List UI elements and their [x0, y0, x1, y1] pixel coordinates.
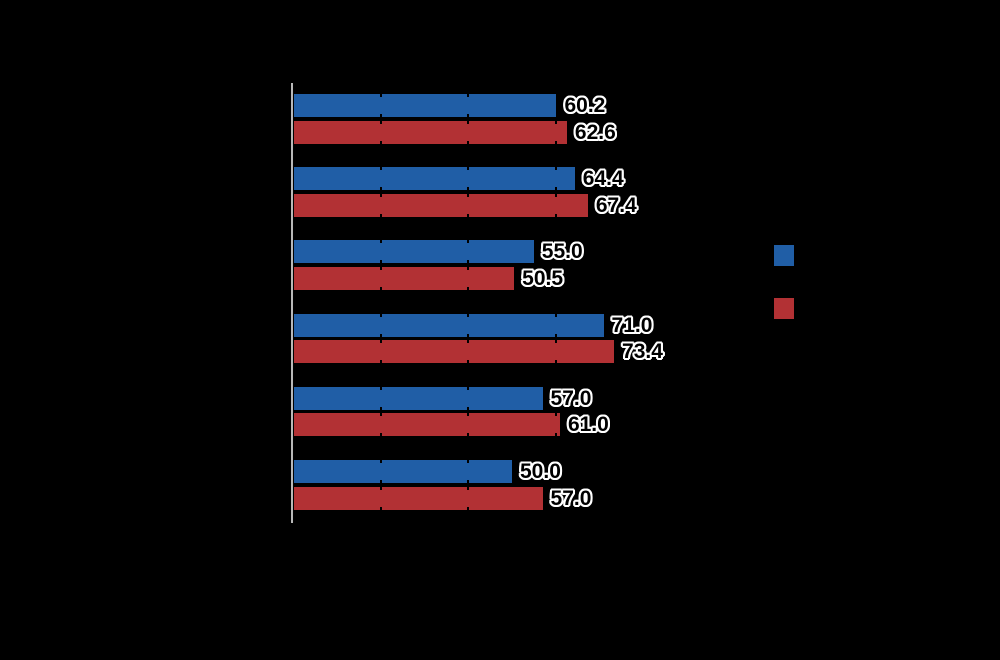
bar-value-label: 67.4	[595, 193, 637, 217]
gridline-notch	[467, 485, 470, 490]
gridline-notch	[467, 140, 470, 145]
bar-value-label: 62.6	[574, 120, 616, 144]
gridline-notch	[467, 93, 470, 97]
gridline-notch	[467, 459, 470, 463]
gridline-notch	[554, 187, 557, 192]
gridline-notch	[380, 166, 383, 171]
bar-value-label: 50.5	[522, 266, 564, 290]
gridline-notch	[467, 114, 470, 118]
bar-value-label: 57.0	[550, 486, 592, 510]
gridline-notch	[467, 385, 470, 390]
gridline-notch	[380, 312, 383, 317]
gridline-notch	[554, 166, 557, 171]
gridline-notch	[380, 192, 383, 197]
gridline-notch	[380, 93, 383, 97]
gridline-notch	[554, 140, 557, 145]
gridline-notch	[380, 406, 383, 411]
gridline-notch	[380, 459, 383, 463]
gridline-notch	[554, 213, 557, 218]
gridline-notch	[467, 192, 470, 197]
gridline-notch	[380, 260, 383, 265]
bar-series0-group1	[294, 166, 575, 192]
gridline-notch	[467, 312, 470, 317]
bar-series1-group4	[294, 412, 560, 438]
bar-value-label: 71.0	[611, 313, 653, 337]
bar-value-label: 73.4	[622, 340, 663, 364]
bar-series1-group3	[294, 339, 615, 365]
gridline-notch	[467, 265, 470, 270]
gridline-notch	[467, 506, 470, 511]
legend-swatch-0	[774, 245, 794, 266]
gridline-notch	[467, 286, 470, 291]
gridline-notch	[467, 119, 470, 124]
bar-series0-group4	[294, 385, 543, 411]
gridline-notch	[554, 339, 557, 344]
bar-series1-group0	[294, 119, 567, 145]
gridline-notch	[380, 339, 383, 344]
gridline-notch	[380, 485, 383, 490]
gridline-notch	[467, 433, 470, 438]
gridline-notch	[554, 412, 557, 417]
gridline-notch	[554, 433, 557, 438]
gridline-notch	[467, 480, 470, 484]
gridline-notch	[380, 213, 383, 218]
bar-value-label: 61.0	[567, 413, 609, 437]
gridline-notch	[554, 192, 557, 197]
gridline-notch	[380, 119, 383, 124]
gridline-notch	[380, 433, 383, 438]
gridline-notch	[467, 213, 470, 218]
bar-series0-group5	[294, 459, 512, 484]
gridline-notch	[467, 187, 470, 192]
gridline-notch	[380, 385, 383, 390]
gridline-notch	[467, 260, 470, 265]
gridline-notch	[380, 114, 383, 118]
gridline-notch	[467, 360, 470, 365]
gridline-notch	[380, 506, 383, 511]
gridline-notch	[380, 187, 383, 192]
bar-series0-group0	[294, 93, 557, 118]
legend-swatch-1	[774, 298, 794, 319]
gridline-notch	[380, 239, 383, 244]
bar-series0-group2	[294, 239, 534, 265]
gridline-notch	[380, 480, 383, 484]
gridline-notch	[554, 333, 557, 338]
gridline-notch	[467, 239, 470, 244]
gridline-notch	[380, 140, 383, 145]
gridline-notch	[554, 312, 557, 317]
bar-value-label: 57.0	[550, 386, 592, 410]
value-axis-line	[291, 83, 293, 523]
gridline-notch	[380, 333, 383, 338]
bar-value-label: 55.0	[541, 240, 583, 264]
gridline-notch	[467, 166, 470, 171]
bar-series1-group2	[294, 265, 515, 291]
gridline-notch	[380, 265, 383, 270]
bar-value-label: 64.4	[582, 167, 624, 191]
bar-value-label: 50.0	[520, 460, 561, 483]
bar-series0-group3	[294, 312, 604, 338]
bar-series1-group5	[294, 485, 543, 511]
gridline-notch	[467, 333, 470, 338]
gridline-notch	[380, 360, 383, 365]
bar-series1-group1	[294, 192, 588, 218]
gridline-notch	[467, 339, 470, 344]
gridline-notch	[380, 412, 383, 417]
gridline-notch	[554, 119, 557, 124]
gridline-notch	[467, 412, 470, 417]
gridline-notch	[380, 286, 383, 291]
gridline-notch	[554, 360, 557, 365]
gridline-notch	[467, 406, 470, 411]
bar-value-label: 60.2	[564, 94, 606, 117]
